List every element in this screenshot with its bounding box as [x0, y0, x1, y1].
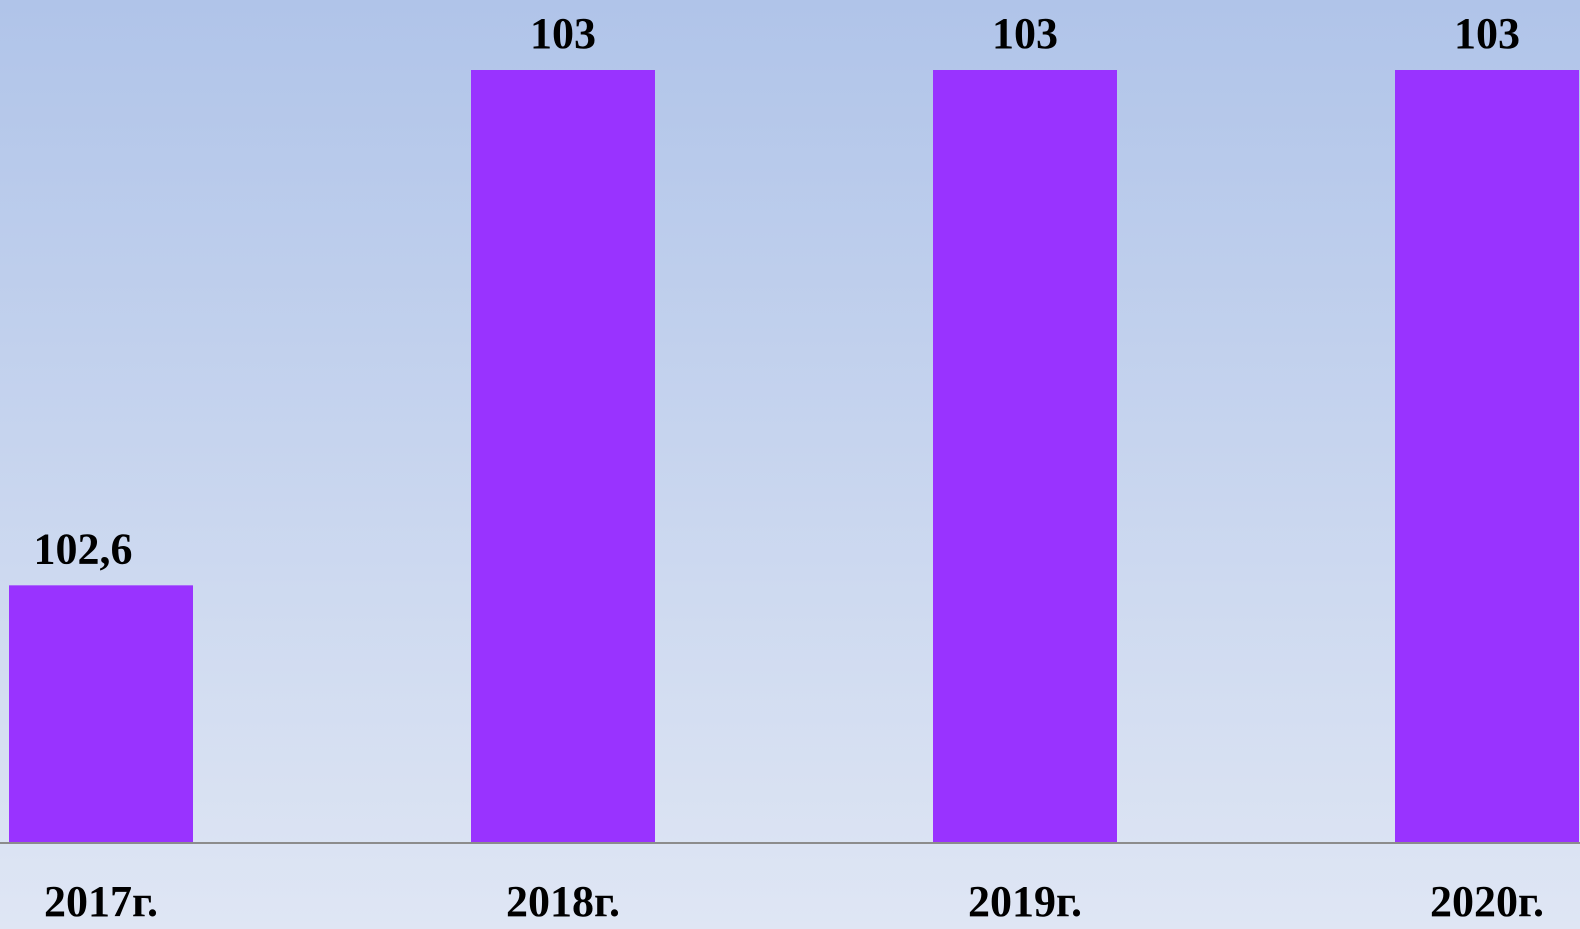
value-label: 103 — [992, 9, 1058, 58]
value-label: 102,6 — [34, 524, 133, 573]
bar — [933, 70, 1117, 843]
value-label: 103 — [1454, 9, 1520, 58]
bar — [9, 585, 193, 843]
value-label: 103 — [530, 9, 596, 58]
bar — [1395, 70, 1579, 843]
x-tick-label: 2020г. — [1430, 877, 1544, 926]
x-tick-label: 2018г. — [506, 877, 620, 926]
x-tick-label: 2019г. — [968, 877, 1082, 926]
bar — [471, 70, 655, 843]
x-tick-label: 2017г. — [44, 877, 158, 926]
